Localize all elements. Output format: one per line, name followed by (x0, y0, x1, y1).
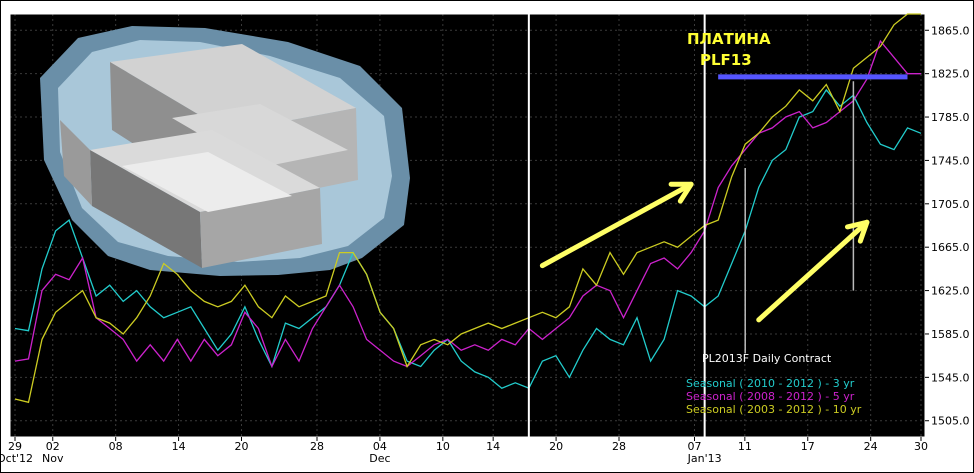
y-tick-label: 1785.0 (931, 111, 970, 124)
y-tick-label: 1825.0 (931, 68, 970, 81)
annotations (527, 14, 908, 437)
x-tick-label: 08 (109, 440, 123, 453)
y-tick-label: 1665.0 (931, 241, 970, 254)
x-month-label: Dec (369, 452, 390, 465)
trend-arrow-head (668, 181, 694, 204)
series-line-2 (14, 13, 921, 404)
x-tick-label: 28 (612, 440, 626, 453)
x-tick-label: 20 (549, 440, 563, 453)
y-tick-label: 1585.0 (931, 328, 970, 341)
x-tick-label: 14 (486, 440, 500, 453)
x-tick-label: 20 (235, 440, 249, 453)
trend-arrow (539, 181, 694, 269)
x-axis: 29 02 08 14 20 28 04 10 14 20 28 07 11 17 24 30 Oct'12 No… (0, 437, 928, 465)
legend-entry-3yr: Seasonal ( 2010 - 2012 ) - 3 yr (686, 377, 855, 390)
x-tick-label: 29 (8, 440, 22, 453)
contract-label: PL2013F Daily Contract (702, 352, 832, 365)
y-tick-label: 1865.0 (931, 24, 970, 37)
x-tick-label: 24 (864, 440, 878, 453)
trend-arrow-head (844, 219, 870, 244)
x-month-label: Jan'13 (687, 452, 722, 465)
series-line-0 (14, 88, 922, 390)
trend-arrow (756, 219, 870, 323)
y-tick-label: 1545.0 (931, 371, 970, 384)
chart-subtitle: PLF13 (700, 51, 752, 69)
legend-entry-5yr: Seasonal ( 2008 - 2012 ) - 5 yr (686, 390, 855, 403)
x-tick-label: 11 (738, 440, 752, 453)
series (14, 13, 922, 404)
x-month-label: Oct'12 (0, 452, 33, 465)
x-tick-label: 02 (46, 440, 60, 453)
x-tick-label: 10 (436, 440, 450, 453)
y-axis: 1505.0 1545.0 1585.0 1625.0 1665.0 1705.0 1745… (925, 24, 970, 428)
x-tick-label: 14 (172, 440, 186, 453)
platinum-bars-icon (40, 26, 410, 276)
legend-entry-10yr: Seasonal ( 2003 - 2012 ) - 10 yr (686, 403, 862, 416)
series-line-1 (14, 39, 921, 369)
y-tick-label: 1505.0 (931, 415, 970, 428)
y-tick-label: 1625.0 (931, 285, 970, 298)
y-tick-label: 1745.0 (931, 154, 970, 167)
x-tick-label: 28 (310, 440, 324, 453)
plot-frame (9, 13, 926, 438)
x-tick-label: 30 (914, 440, 928, 453)
x-tick-label: 07 (688, 440, 702, 453)
chart-title: ПЛАТИНА (687, 30, 771, 48)
x-tick-label: 17 (801, 440, 815, 453)
x-month-label: Nov (42, 452, 64, 465)
x-tick-label: 04 (373, 440, 387, 453)
y-tick-label: 1705.0 (931, 198, 970, 211)
